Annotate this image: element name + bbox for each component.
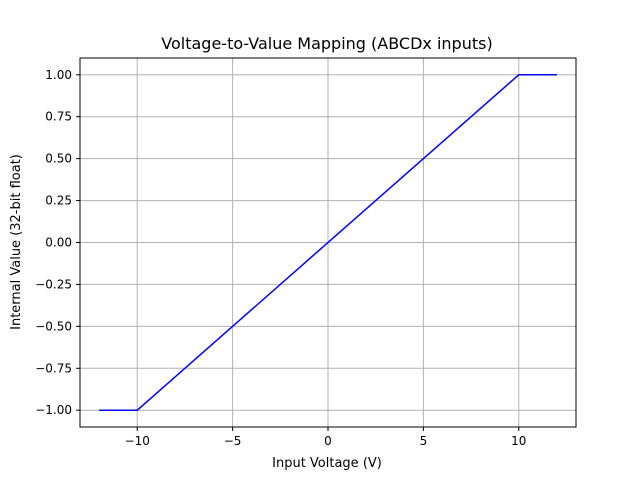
x-tick-label: 5 [420, 434, 428, 448]
x-tick-label: 10 [511, 434, 526, 448]
y-axis-label: Internal Value (32-bit float) [9, 154, 24, 330]
tick-layer: −10 −5 0 5 10 −1.00 −0.75 −0.50 −0.25 0.00 0.25 0.5… [35, 68, 526, 448]
y-tick-label: −0.25 [35, 277, 72, 291]
y-tick-label: −1.00 [35, 403, 72, 417]
chart-title: Voltage-to-Value Mapping (ABCDx inputs) [161, 34, 492, 53]
y-tick-label: −0.50 [35, 319, 72, 333]
x-tick-label: −5 [224, 434, 242, 448]
y-tick-label: 0.00 [45, 236, 72, 250]
y-tick-label: 0.50 [45, 152, 72, 166]
series-line [99, 74, 557, 411]
y-tick-label: 0.75 [45, 110, 72, 124]
y-tick-label: 0.25 [45, 194, 72, 208]
grid-layer [80, 58, 576, 427]
y-tick-label: 1.00 [45, 68, 72, 82]
y-tick-label: −0.75 [35, 361, 72, 375]
x-tick-label: −10 [125, 434, 150, 448]
series-layer [99, 74, 557, 411]
x-tick-label: 0 [324, 434, 332, 448]
x-axis-label: Input Voltage (V) [272, 456, 382, 471]
